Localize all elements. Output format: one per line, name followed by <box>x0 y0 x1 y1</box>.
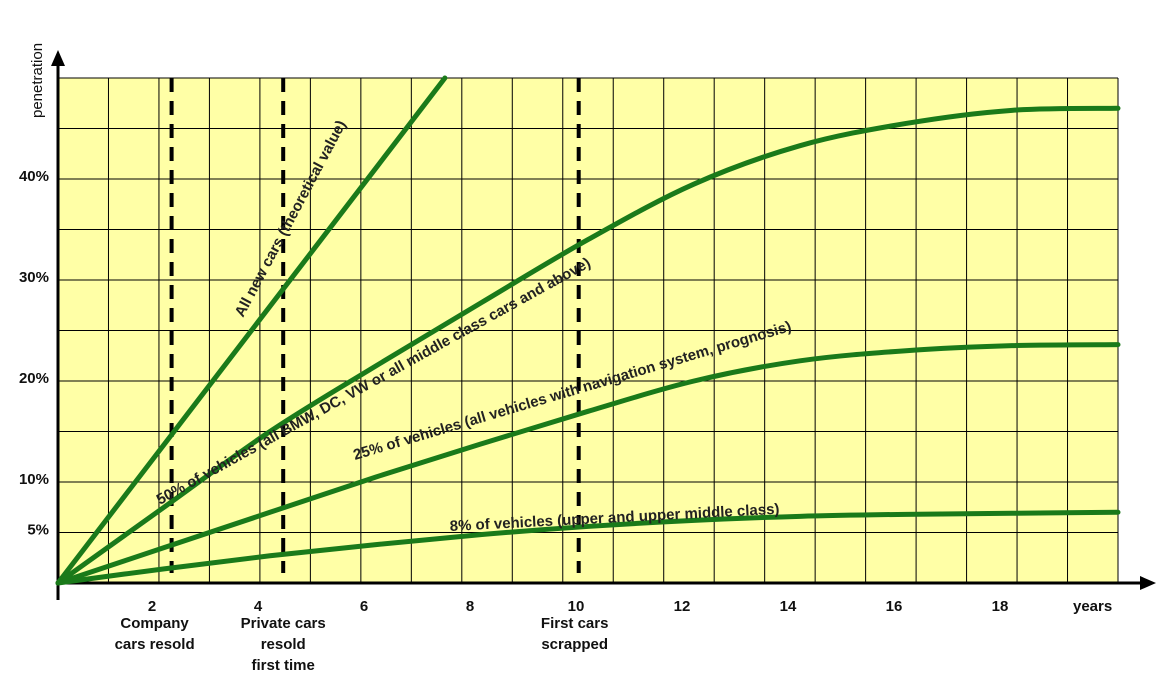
y-tick-label: 5% <box>27 522 49 539</box>
marker-label: resold <box>261 636 306 653</box>
marker-label: first time <box>252 657 315 674</box>
x-tick-label: 4 <box>254 598 263 615</box>
y-tick-label: 10% <box>19 471 49 488</box>
marker-label: scrapped <box>541 636 608 653</box>
x-tick-label: 16 <box>886 598 903 615</box>
x-tick-label: 6 <box>360 598 368 615</box>
series-group <box>55 75 1121 586</box>
series-line <box>55 342 1121 586</box>
marker-lines <box>169 78 581 573</box>
x-axis-title: years <box>1073 598 1112 615</box>
x-tick-label: 18 <box>992 598 1009 615</box>
series-line <box>55 105 1121 586</box>
axes <box>51 50 1156 600</box>
y-tick-label: 40% <box>19 168 49 185</box>
x-tick-label: 14 <box>780 598 797 615</box>
grid <box>57 77 1119 584</box>
marker-label: Private cars <box>241 615 326 632</box>
y-axis-title: penetration <box>29 43 46 118</box>
x-tick-label: 12 <box>674 598 691 615</box>
marker-label: Company <box>120 615 189 632</box>
x-axis-arrow-icon <box>1140 576 1156 590</box>
marker-label: cars resold <box>115 636 195 653</box>
series-line <box>55 509 1121 586</box>
marker-label: First cars <box>541 615 609 632</box>
y-axis-arrow-icon <box>51 50 65 66</box>
x-tick-label: 10 <box>568 598 585 615</box>
x-tick-label: 2 <box>148 598 156 615</box>
series-line <box>55 75 448 586</box>
y-tick-label: 20% <box>19 370 49 387</box>
x-tick-label: 8 <box>466 598 474 615</box>
y-tick-label: 30% <box>19 269 49 286</box>
